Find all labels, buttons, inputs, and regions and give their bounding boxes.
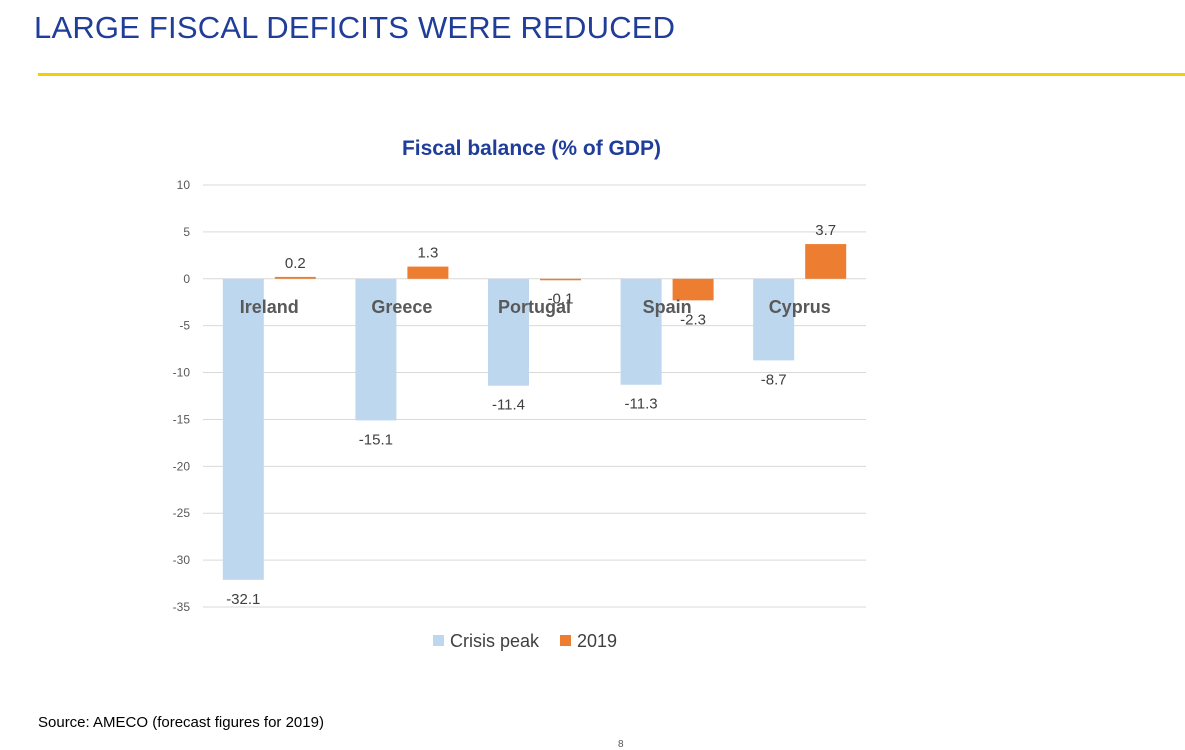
data-label: -0.1 xyxy=(548,291,574,308)
category-label: Portugal xyxy=(498,297,571,317)
legend-label: Crisis peak xyxy=(450,631,540,651)
data-label: -11.3 xyxy=(625,396,658,413)
bar-crisis-peak xyxy=(355,278,397,421)
y-tick-label: -30 xyxy=(173,553,191,567)
bar-crisis-peak xyxy=(222,278,264,580)
title-divider xyxy=(38,73,1185,76)
data-label: -8.7 xyxy=(761,371,787,388)
y-tick-label: -5 xyxy=(179,319,190,333)
data-label: 3.7 xyxy=(815,222,836,239)
data-label: 1.3 xyxy=(417,245,438,262)
fiscal-balance-chart: Fiscal balance (% of GDP) 10 5 0 -5 -10 -15 -20… xyxy=(173,137,866,651)
y-tick-label: -35 xyxy=(173,600,191,614)
category-label: Ireland xyxy=(240,297,299,317)
y-tick-label: -25 xyxy=(173,506,191,520)
source-note: Source: AMECO (forecast figures for 2019… xyxy=(38,714,324,731)
legend-swatch xyxy=(560,635,571,646)
y-tick-label: -20 xyxy=(173,459,191,473)
category-label: Cyprus xyxy=(769,297,831,317)
bar-crisis-peak xyxy=(620,278,662,385)
y-tick-label: -15 xyxy=(173,412,191,426)
legend-label: 2019 xyxy=(577,631,617,651)
y-tick-label: 5 xyxy=(183,225,190,239)
data-label: -15.1 xyxy=(359,431,393,448)
data-label: -11.4 xyxy=(492,397,525,414)
category-label: Greece xyxy=(371,297,432,317)
page-number: 8 xyxy=(618,739,624,750)
bar-2019 xyxy=(274,276,316,279)
slide-title: LARGE FISCAL DEFICITS WERE REDUCED xyxy=(34,10,676,45)
bar-2019 xyxy=(540,278,581,281)
y-tick-label: -10 xyxy=(173,366,191,380)
data-label: -2.3 xyxy=(680,311,706,328)
bar-crisis-peak xyxy=(488,278,529,386)
bar-2019 xyxy=(407,266,449,279)
chart-title: Fiscal balance (% of GDP) xyxy=(402,137,661,160)
category-label: Spain xyxy=(643,297,692,317)
bar-2019 xyxy=(805,244,847,279)
data-label: -32.1 xyxy=(226,591,260,608)
bar-2019 xyxy=(672,278,714,301)
data-label: 0.2 xyxy=(285,255,306,272)
bar-crisis-peak xyxy=(753,278,795,361)
y-tick-label: 10 xyxy=(177,178,191,192)
legend-swatch xyxy=(433,635,444,646)
y-tick-label: 0 xyxy=(183,272,190,286)
